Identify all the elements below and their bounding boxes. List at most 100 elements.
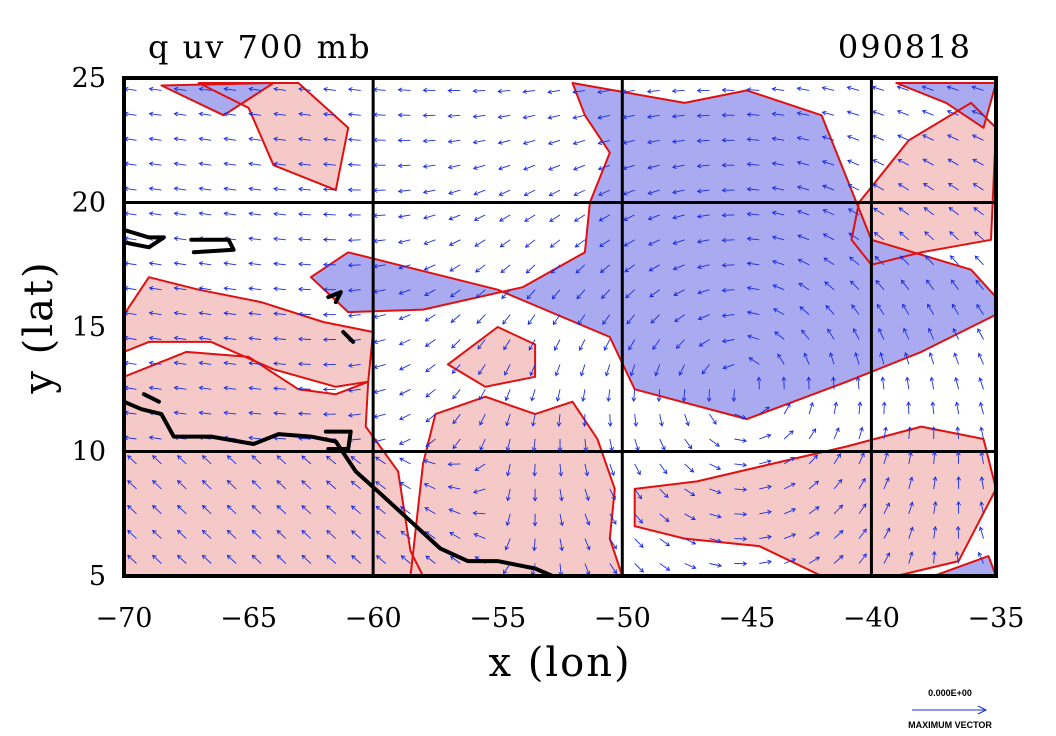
wind-vector bbox=[326, 505, 337, 515]
wind-vector bbox=[746, 112, 760, 117]
wind-vector bbox=[924, 231, 935, 241]
wind-vector bbox=[626, 314, 636, 325]
wind-vector bbox=[671, 113, 685, 119]
wind-vector bbox=[833, 529, 844, 539]
wind-vector bbox=[173, 136, 187, 142]
wind-vector bbox=[322, 212, 336, 217]
wind-vector bbox=[473, 214, 486, 222]
wind-vector bbox=[798, 282, 810, 291]
wind-vector bbox=[505, 463, 511, 477]
wind-vector bbox=[532, 463, 538, 477]
wind-vector bbox=[173, 111, 187, 117]
wind-vector bbox=[684, 413, 690, 427]
wind-vector bbox=[823, 257, 835, 266]
wind-vector bbox=[372, 238, 386, 244]
wind-vector bbox=[198, 360, 212, 366]
wind-vector bbox=[248, 435, 262, 441]
wind-vector bbox=[771, 111, 785, 117]
wind-vector bbox=[623, 214, 635, 221]
wind-vector bbox=[398, 289, 411, 295]
wind-vector bbox=[298, 311, 311, 317]
wind-vector bbox=[975, 279, 984, 290]
x-tick-label: −50 bbox=[594, 603, 651, 634]
wind-vector bbox=[322, 262, 336, 267]
wind-vector bbox=[198, 186, 212, 192]
wind-vector bbox=[474, 264, 486, 273]
wind-vector bbox=[273, 386, 286, 391]
wind-vector bbox=[298, 286, 311, 292]
wind-vector bbox=[872, 159, 885, 166]
wind-vector bbox=[452, 413, 461, 425]
wind-vector bbox=[475, 289, 486, 299]
wind-vector bbox=[846, 134, 860, 141]
wind-vector bbox=[872, 183, 885, 191]
wind-vector bbox=[425, 413, 436, 423]
wind-vector bbox=[373, 413, 386, 419]
wind-vector bbox=[548, 189, 561, 197]
x-tick-label: −55 bbox=[469, 603, 526, 634]
wind-vector bbox=[979, 501, 985, 514]
wind-vector bbox=[351, 554, 362, 564]
wind-vector bbox=[573, 214, 586, 222]
wind-vector bbox=[553, 339, 561, 352]
wind-vector bbox=[851, 304, 860, 315]
wind-vector bbox=[248, 336, 262, 341]
wind-vector bbox=[322, 187, 336, 192]
wind-vector bbox=[554, 364, 561, 377]
wind-vector bbox=[198, 385, 212, 391]
wind-vector bbox=[896, 85, 909, 91]
wind-vector bbox=[871, 134, 885, 141]
wind-vector bbox=[822, 184, 835, 191]
wind-vector bbox=[248, 211, 262, 217]
wind-vector bbox=[684, 513, 696, 521]
coastline-south-america-coast bbox=[124, 399, 555, 576]
wind-vector bbox=[577, 314, 586, 326]
wind-vector bbox=[322, 362, 336, 367]
wind-vector bbox=[684, 438, 693, 450]
wind-vector bbox=[398, 339, 411, 346]
wind-vector bbox=[808, 428, 817, 440]
wind-vector bbox=[223, 286, 237, 291]
wind-vector bbox=[956, 500, 961, 514]
wind-vector bbox=[598, 214, 611, 222]
wind-vector bbox=[846, 85, 860, 91]
wind-vector bbox=[734, 413, 747, 420]
wind-vector bbox=[979, 426, 985, 440]
wind-vector bbox=[226, 479, 237, 490]
wind-vector bbox=[797, 234, 810, 241]
wind-vector bbox=[478, 389, 486, 401]
wind-vector bbox=[173, 310, 187, 316]
wind-vector bbox=[709, 538, 722, 544]
wind-vector bbox=[223, 335, 237, 341]
wind-vector bbox=[450, 314, 461, 323]
wind-vector bbox=[746, 186, 760, 192]
wind-vector bbox=[423, 239, 436, 246]
wind-vector bbox=[808, 531, 820, 539]
wind-vector bbox=[372, 213, 386, 219]
wind-vector bbox=[871, 85, 885, 91]
wind-vector bbox=[796, 135, 810, 141]
wind-vector bbox=[173, 410, 187, 416]
wind-vector bbox=[173, 186, 187, 192]
contour-west-upper-band bbox=[124, 276, 375, 388]
wind-vector bbox=[527, 314, 536, 326]
wind-vector bbox=[248, 161, 262, 167]
wind-vector bbox=[322, 287, 336, 293]
wind-vector bbox=[198, 286, 212, 291]
wind-vector bbox=[584, 538, 591, 551]
wind-vector bbox=[600, 289, 611, 300]
wind-vector bbox=[499, 239, 511, 248]
wind-vector bbox=[584, 513, 591, 526]
wind-vector bbox=[746, 310, 760, 316]
wind-vector bbox=[931, 426, 937, 440]
wind-vector bbox=[951, 303, 959, 315]
wind-vector bbox=[972, 158, 984, 166]
wind-vector bbox=[201, 529, 212, 539]
wind-vector bbox=[350, 480, 361, 490]
wind-vector bbox=[578, 339, 586, 352]
wind-vector bbox=[652, 339, 661, 351]
wind-vector bbox=[821, 86, 835, 91]
wind-vector bbox=[709, 513, 722, 519]
wind-vector bbox=[883, 476, 890, 490]
wind-vector bbox=[808, 556, 821, 564]
